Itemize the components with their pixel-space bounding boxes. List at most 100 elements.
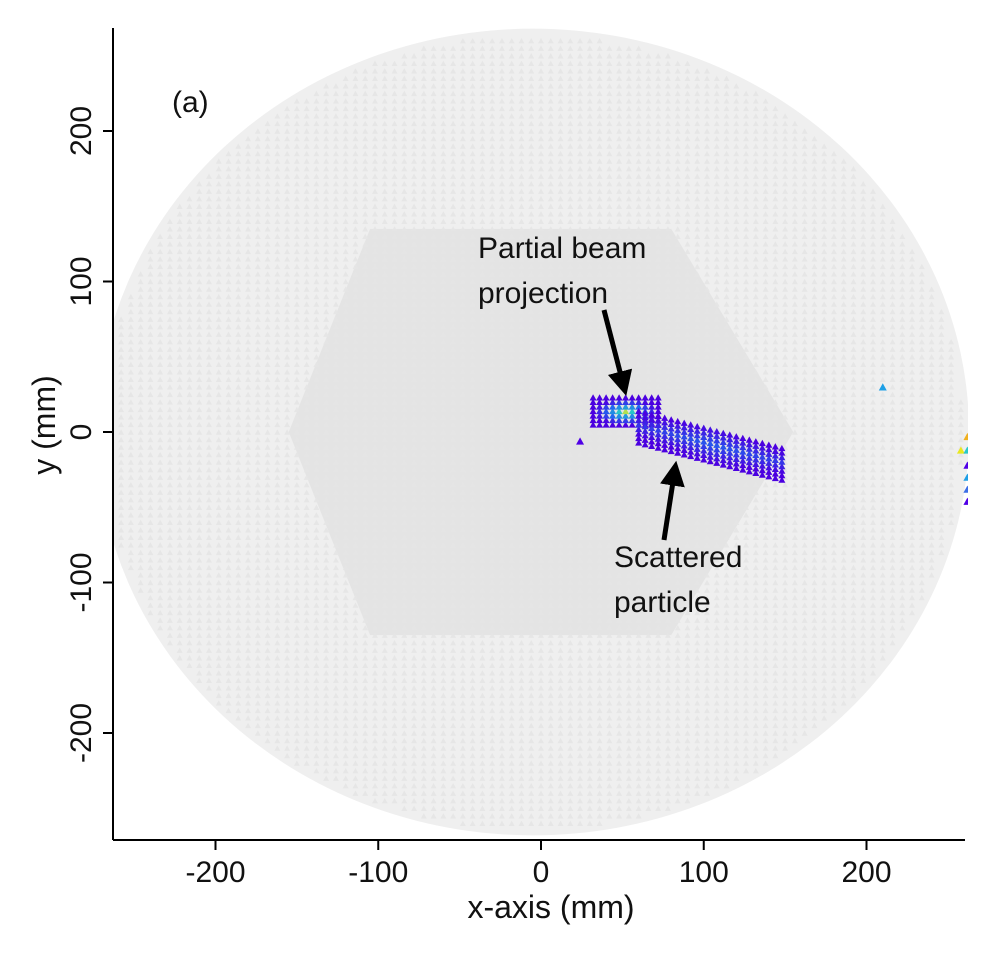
detector-cell [274,707,281,714]
detector-cell [479,700,486,706]
detector-cell [157,346,164,352]
detector-cell [284,564,291,571]
detector-cell [274,602,281,608]
detector-cell [625,722,632,729]
detector-cell [850,429,857,435]
detector-cell [879,617,886,623]
detector-cell [157,572,164,578]
detector-cell [616,512,623,518]
detector-cell [137,466,144,473]
detector-cell [166,527,173,533]
detector-cell [147,542,154,548]
detector-cell [381,790,388,796]
detector-cell [498,339,505,345]
detector-cell [606,782,613,789]
detector-cell [450,414,457,420]
detector-cell [518,767,525,774]
detector-cell [469,346,476,352]
detector-cell [625,715,632,721]
detector-cell [127,444,134,450]
detector-cell [430,534,437,541]
detector-cell [264,466,271,473]
detector-cell [518,444,525,450]
detector-cell [498,624,505,631]
detector-cell [577,346,584,352]
detector-cell [821,579,828,586]
detector-cell [704,745,711,751]
detector-cell [225,376,232,383]
detector-cell [440,692,447,699]
detector-cell [391,775,398,781]
detector-cell [821,602,828,608]
detector-cell [118,459,125,465]
detector-cell [323,519,330,525]
detector-cell [606,655,613,661]
detector-cell [645,594,652,601]
detector-cell [899,512,906,518]
detector-cell [772,323,779,330]
detector-cell [635,542,642,548]
detector-cell [127,481,134,488]
detector-cell [528,692,535,699]
detector-cell [635,594,642,601]
detector-cell [821,384,828,390]
detector-cell [850,662,857,668]
detector-cell [166,609,173,616]
detector-cell [733,549,740,556]
detector-cell [440,512,447,518]
detector-cell [674,384,681,390]
detector-cell [801,640,808,646]
detector-cell [323,670,330,676]
detector-cell [821,421,828,428]
detector-cell [655,376,662,383]
detector-cell [830,497,837,503]
detector-cell [596,752,603,759]
detector-cell [870,617,877,623]
detector-cell [284,715,291,721]
detector-cell [352,677,359,684]
detector-cell [342,602,349,608]
detector-cell [303,549,310,556]
detector-cell [371,760,378,766]
detector-cell [821,519,828,525]
detector-cell [440,790,447,796]
detector-cell [274,594,281,601]
detector-cell [254,579,261,586]
detector-cell [430,805,437,811]
detector-cell [782,519,789,525]
detector-cell [830,632,837,638]
detector-cell [147,602,154,608]
detector-cell [498,640,505,646]
detector-cell [157,391,164,398]
detector-cell [264,369,271,375]
detector-cell [821,662,828,668]
detector-cell [313,557,320,563]
detector-cell [127,489,134,495]
detector-cell [625,640,632,646]
detector-cell [127,429,134,435]
detector-cell [342,369,349,375]
detector-cell [137,316,144,322]
detector-cell [293,760,300,766]
detector-cell [469,647,476,653]
detector-cell [508,346,515,352]
detector-cell [713,602,720,608]
detector-cell [332,775,339,781]
detector-cell [791,451,798,458]
detector-cell [479,707,486,714]
detector-cell [684,459,691,465]
detector-cell [850,572,857,578]
detector-cell [274,384,281,390]
detector-cell [586,323,593,330]
detector-cell [547,406,554,413]
detector-cell [801,692,808,699]
detector-cell [547,745,554,751]
detector-cell [332,737,339,744]
detector-cell [381,534,388,541]
detector-cell [577,790,584,796]
detector-cell [147,609,154,616]
detector-cell [508,339,515,345]
detector-cell [752,677,759,684]
detector-cell [235,384,242,390]
detector-cell [323,707,330,714]
